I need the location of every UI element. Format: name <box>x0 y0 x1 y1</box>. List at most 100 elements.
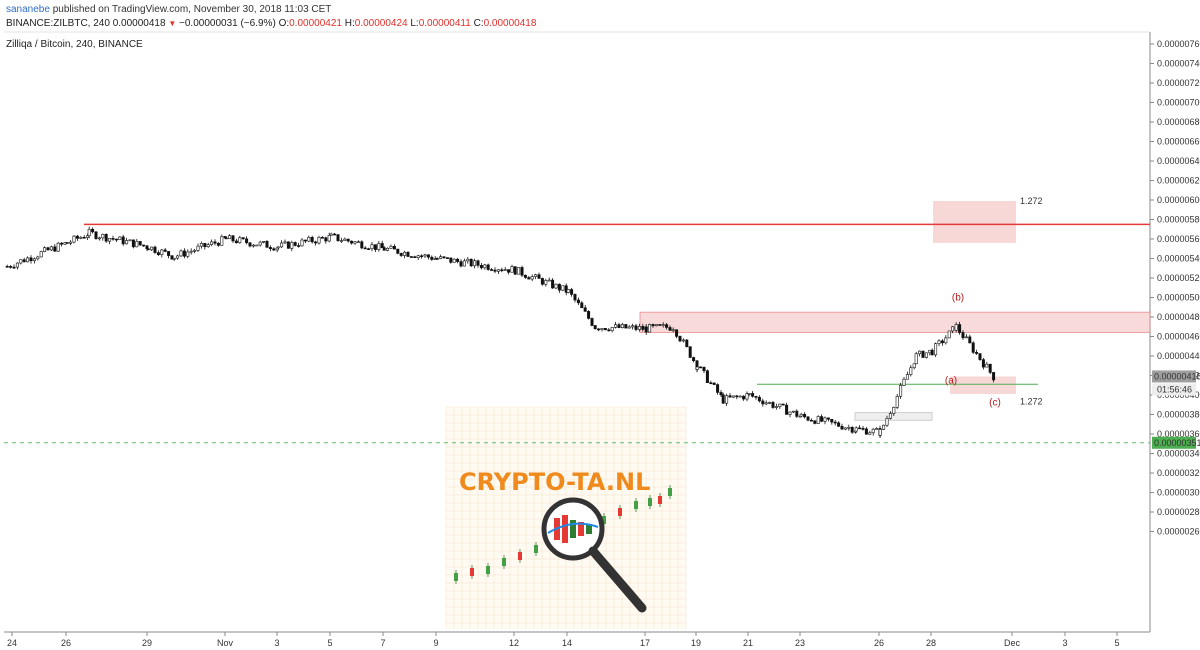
candle <box>75 235 79 239</box>
candle <box>220 236 224 246</box>
candle <box>413 256 417 259</box>
candle <box>409 256 413 258</box>
watermark-candle <box>470 568 474 576</box>
candle <box>590 318 594 326</box>
candle <box>840 426 844 430</box>
candle <box>473 260 477 267</box>
open-value: 0.00000421 <box>289 18 342 29</box>
candle <box>902 378 906 386</box>
magnifier-candle <box>562 515 568 543</box>
x-tick-label: 23 <box>795 638 805 648</box>
candle <box>396 248 400 254</box>
author-link[interactable]: sananebe <box>6 4 50 15</box>
candle <box>864 428 868 435</box>
candle <box>905 374 909 380</box>
candle <box>651 324 655 327</box>
candle <box>142 244 146 247</box>
candle <box>280 242 284 248</box>
candle <box>809 419 813 422</box>
candle <box>806 416 810 421</box>
candle <box>909 367 913 375</box>
candle <box>761 400 765 405</box>
candle <box>716 384 720 393</box>
y-tick-label: 0.00000380 <box>1157 410 1200 420</box>
candle <box>882 424 886 430</box>
watermark-candle <box>658 496 662 504</box>
candle <box>29 257 33 262</box>
candle <box>382 247 386 251</box>
candle <box>918 350 922 355</box>
candle <box>641 326 645 330</box>
y-tick-label: 0.00000480 <box>1157 312 1200 322</box>
candle <box>544 280 548 285</box>
candle <box>540 278 544 285</box>
y-tick-label: 0.00000720 <box>1157 78 1200 88</box>
candle <box>573 294 577 301</box>
candle <box>303 239 307 242</box>
low-label: L: <box>410 18 419 29</box>
candle <box>241 237 245 240</box>
y-tick-label: 0.00000340 <box>1157 449 1200 459</box>
candle <box>648 324 652 333</box>
candle <box>210 241 214 245</box>
candle <box>392 245 396 250</box>
candle <box>172 257 176 260</box>
candle <box>360 241 364 249</box>
candle <box>850 427 854 433</box>
candle <box>416 255 420 258</box>
candle <box>186 251 190 257</box>
candle <box>712 382 716 385</box>
y-tick-label: 0.00000300 <box>1157 488 1200 498</box>
candle <box>167 251 171 256</box>
candle <box>830 418 834 423</box>
y-tick-label: 0.00000520 <box>1157 273 1200 283</box>
candle <box>764 402 768 405</box>
candle <box>557 283 561 291</box>
candle <box>234 240 238 244</box>
candle <box>49 246 53 251</box>
candle <box>607 329 611 332</box>
candle <box>709 382 713 385</box>
y-tick-label: 0.00000440 <box>1157 351 1200 361</box>
candle <box>111 238 115 240</box>
candle <box>329 233 333 236</box>
candle <box>791 410 795 413</box>
candle <box>554 283 558 289</box>
candle <box>91 228 95 233</box>
candle <box>262 240 266 243</box>
candle <box>370 244 374 250</box>
candle <box>339 240 343 242</box>
watermark-candle <box>668 488 672 496</box>
candle <box>193 250 197 252</box>
candle <box>36 256 40 260</box>
candle <box>324 237 328 242</box>
candle <box>97 237 101 240</box>
y-tick-label: 0.00000760 <box>1157 39 1200 49</box>
candle <box>644 326 648 333</box>
candle <box>954 324 958 331</box>
candle <box>685 339 689 347</box>
candle <box>426 254 430 258</box>
candle <box>224 237 228 240</box>
publish-info: sananebe published on TradingView.com, N… <box>6 4 331 15</box>
candle <box>459 261 463 267</box>
candle <box>820 416 824 422</box>
candle <box>442 256 446 258</box>
candle <box>297 245 301 247</box>
candle <box>343 238 347 241</box>
fib-label: 1.272 <box>1020 396 1043 406</box>
candle <box>813 420 817 424</box>
candle <box>892 407 896 414</box>
candle <box>854 427 858 432</box>
candle <box>675 329 679 337</box>
y-tick-label: 0.00000460 <box>1157 332 1200 342</box>
candle <box>403 251 407 256</box>
candle <box>189 250 193 253</box>
magnifier-candle <box>578 522 584 536</box>
candle <box>373 244 377 250</box>
candle <box>885 418 889 426</box>
countdown-badge <box>1152 383 1196 396</box>
candle <box>333 233 337 236</box>
candle <box>101 234 105 239</box>
